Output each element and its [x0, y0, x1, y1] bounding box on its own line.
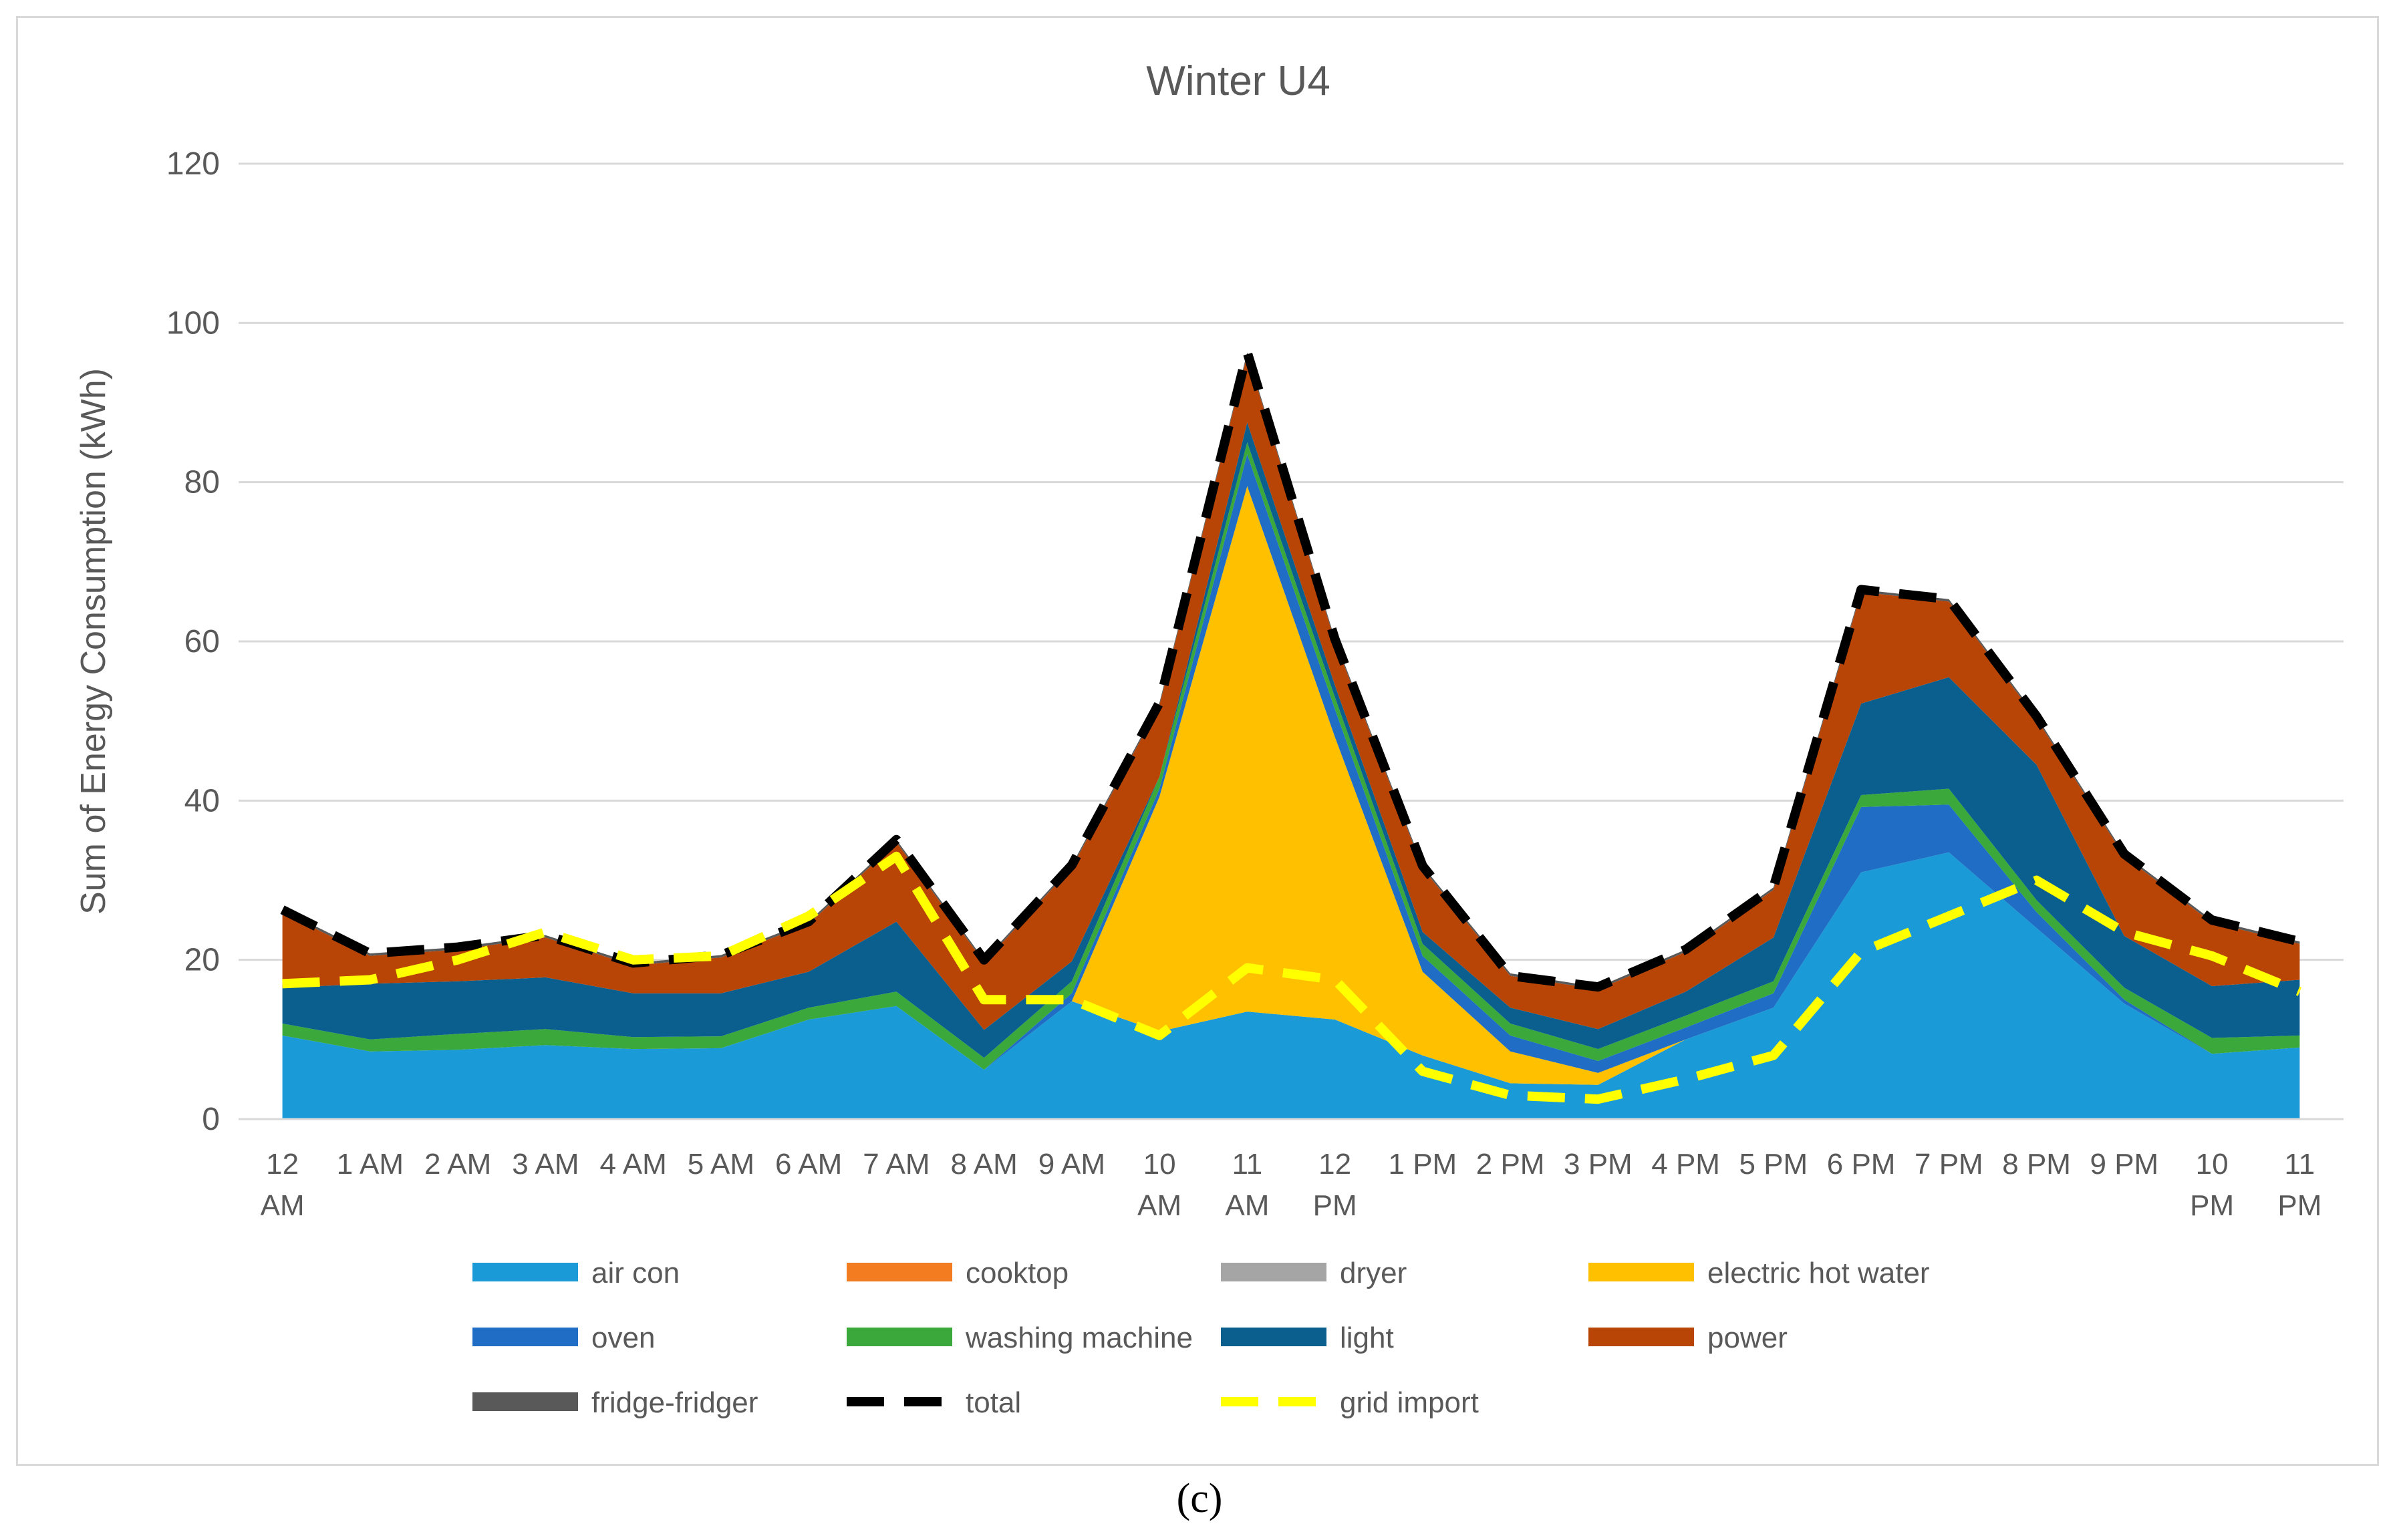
x-tick-label: 4 AM: [599, 1148, 666, 1181]
area-power: [282, 355, 2300, 1030]
legend-label: light: [1340, 1322, 1394, 1354]
y-tick-label: 20: [184, 943, 220, 978]
y-tick-label: 80: [184, 465, 220, 500]
y-axis-label: Sum of Energy Consumption (kWh): [74, 368, 113, 915]
legend-swatch: [1221, 1328, 1326, 1346]
x-tick-label: AM: [1225, 1189, 1269, 1222]
stacked-areas: [282, 352, 2300, 1119]
legend-label: cooktop: [966, 1257, 1069, 1289]
y-tick-label: 0: [202, 1102, 220, 1137]
x-tick-label: 12: [266, 1148, 299, 1181]
x-tick-label: 1 AM: [337, 1148, 404, 1181]
legend-swatch: [472, 1328, 578, 1346]
x-tick-label: 11: [2285, 1148, 2315, 1181]
legend-swatch: [1588, 1328, 1694, 1346]
x-tick-label: AM: [1137, 1189, 1181, 1222]
x-tick-label: 1 PM: [1389, 1148, 1457, 1181]
x-tick-label: 7 PM: [1915, 1148, 1983, 1181]
legend-label: electric hot water: [1707, 1257, 1930, 1289]
x-tick-label: 2 AM: [424, 1148, 491, 1181]
x-tick-label: 12: [1318, 1148, 1351, 1181]
figure-caption: (c): [1176, 1476, 1223, 1521]
x-tick-label: 7 AM: [863, 1148, 930, 1181]
x-tick-label: 4 PM: [1651, 1148, 1720, 1181]
legend-swatch: [847, 1263, 952, 1281]
x-tick-label: 3 AM: [512, 1148, 579, 1181]
legend-label: grid import: [1340, 1386, 1479, 1419]
y-tick-label: 60: [184, 624, 220, 659]
x-tick-label: 8 AM: [950, 1148, 1017, 1181]
y-tick-label: 100: [166, 305, 220, 341]
legend-label: total: [966, 1386, 1021, 1419]
area-air-con: [282, 852, 2300, 1119]
x-tick-label: 2 PM: [1476, 1148, 1545, 1181]
x-tick-label: PM: [1313, 1189, 1357, 1222]
x-tick-label: 10: [2196, 1148, 2229, 1181]
x-tick-label: 9 AM: [1038, 1148, 1105, 1181]
x-tick-label: 6 PM: [1827, 1148, 1896, 1181]
line-grid-import: [282, 851, 2302, 1104]
x-tick-label: 11: [1232, 1148, 1263, 1181]
y-tick-label: 120: [166, 146, 220, 182]
legend-label: power: [1707, 1322, 1788, 1354]
x-tick-label: PM: [2190, 1189, 2234, 1222]
x-tick-label: 10: [1143, 1148, 1176, 1181]
x-tick-label: 5 AM: [688, 1148, 754, 1181]
area-electric-hot-water: [282, 486, 2300, 1085]
legend: air con cooktop dryer electric hot water ove…: [472, 1257, 1930, 1419]
x-tick-label: 3 PM: [1564, 1148, 1633, 1181]
x-tick-label: 5 PM: [1739, 1148, 1808, 1181]
legend-label: fridge-fridger: [591, 1386, 758, 1419]
legend-label: washing machine: [965, 1322, 1193, 1354]
x-tick-label: 8 PM: [2002, 1148, 2071, 1181]
x-tick-label: 9 PM: [2090, 1148, 2159, 1181]
legend-label: oven: [591, 1322, 655, 1354]
legend-label: air con: [591, 1257, 680, 1289]
legend-label: dryer: [1340, 1257, 1407, 1289]
chart-frame: Winter U4 0 20 40 60 80 100 120 12 AM 1 AM 2 AM 3 A…: [16, 16, 2379, 1466]
axes: 0 20 40 60 80 100 120 12 AM 1 AM 2 AM 3 AM 4 AM 5 AM 6…: [166, 146, 2344, 1222]
lines: [280, 347, 2302, 1104]
x-tick-label: AM: [261, 1189, 305, 1222]
area-light: [282, 422, 2300, 1058]
x-tick-label: 6 AM: [775, 1148, 842, 1181]
chart-canvas: Winter U4 0 20 40 60 80 100 120 12 AM 1 AM 2 AM 3 A…: [74, 58, 2344, 1419]
legend-swatch: [1588, 1263, 1694, 1281]
x-tick-label: PM: [2277, 1189, 2321, 1222]
legend-swatch: [472, 1392, 578, 1411]
y-tick-label: 40: [184, 783, 220, 818]
legend-swatch: [1221, 1263, 1326, 1281]
legend-swatch: [847, 1328, 952, 1346]
legend-swatch: [472, 1263, 578, 1281]
chart-title: Winter U4: [1146, 58, 1330, 104]
